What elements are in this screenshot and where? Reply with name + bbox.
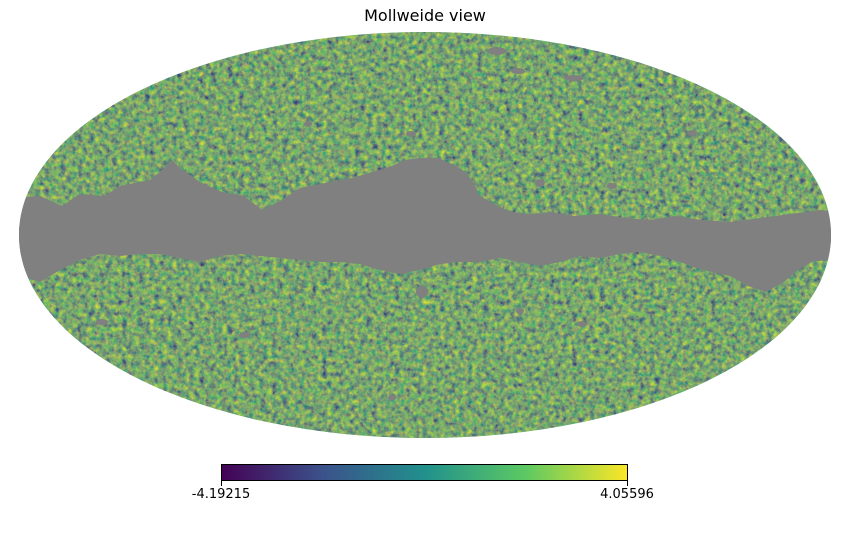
colorbar-max-label: 4.05596 (600, 487, 654, 502)
colorbar-min-label: -4.19215 (191, 487, 251, 502)
mask-spot (488, 47, 506, 55)
chart-title: Mollweide view (364, 6, 486, 25)
colorbar-frame (221, 464, 628, 481)
mask-spot (511, 68, 525, 74)
colorbar-gradient (221, 464, 628, 481)
mask-spot (516, 308, 524, 314)
galactic-mask (19, 158, 831, 292)
mask-spot (577, 321, 587, 327)
colorbar-max-tick (627, 481, 628, 486)
mask-spot (96, 319, 108, 325)
mask-spot (607, 183, 617, 189)
mask-spot (406, 131, 416, 137)
mask-spot (564, 75, 584, 81)
mask-spot (535, 179, 545, 187)
mask-spot (388, 395, 396, 401)
mask-spot (304, 121, 312, 127)
mask-spot (239, 332, 251, 338)
colorbar-min-tick (221, 481, 222, 486)
mask-spot (687, 130, 697, 136)
mask-spot (416, 286, 428, 298)
